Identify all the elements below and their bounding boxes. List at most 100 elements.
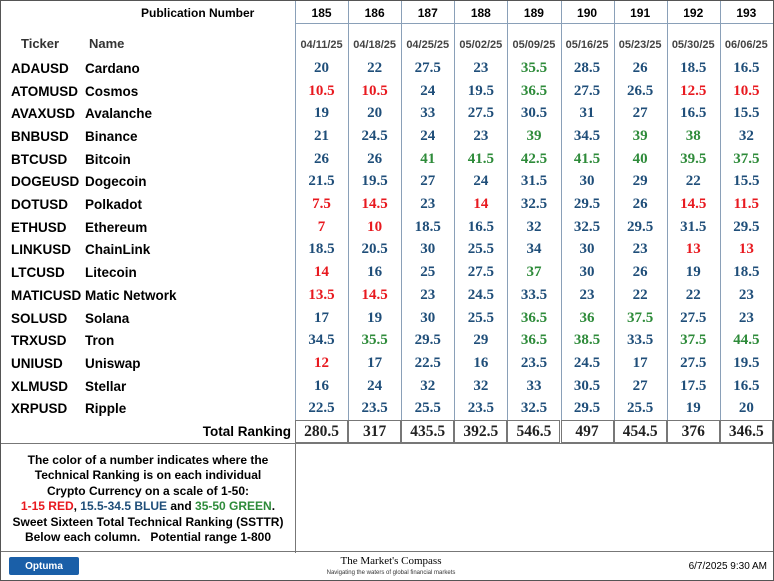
ticker: BNBUSD [11, 128, 69, 144]
total-value: 346.5 [719, 420, 773, 443]
ranking-value: 10 [367, 218, 383, 235]
name: Polkadot [85, 197, 143, 213]
ranking-value: 14 [314, 264, 330, 281]
ranking-value: 24 [367, 377, 383, 394]
ticker: DOTUSD [11, 197, 68, 213]
ranking-value: 32.5 [573, 218, 601, 235]
ranking-value: 12.5 [680, 82, 707, 99]
ranking-value: 39 [526, 127, 542, 144]
ranking-value: 15.5 [733, 173, 760, 190]
ranking-value: 42.5 [520, 150, 548, 167]
ranking-value: 23 [420, 196, 436, 213]
footnote-text: Crypto Currency on a scale of 1-50: [46, 483, 250, 498]
ranking-value: 37.5 [680, 332, 707, 349]
ranking-value: 41 [420, 150, 436, 167]
ranking-value: 29 [632, 173, 648, 190]
ranking-value: 41.5 [573, 150, 601, 167]
date: 05/09/25 [512, 39, 556, 51]
ticker: XRPUSD [11, 401, 68, 417]
publication-number: 188 [470, 6, 491, 20]
footnote-text: The color of a number indicates where th… [27, 452, 269, 467]
date: 04/25/25 [406, 39, 450, 51]
ranking-value: 20.5 [361, 241, 388, 258]
ticker: ATOMUSD [11, 83, 78, 99]
ranking-value: 23 [473, 59, 489, 76]
ranking-value: 13 [685, 241, 701, 258]
ticker: TRXUSD [11, 333, 67, 349]
column-line [666, 1, 668, 421]
ranking-value: 25 [420, 264, 436, 281]
ticker-label: Ticker [21, 35, 60, 51]
ranking-value: 27 [632, 377, 648, 394]
footnote-line: Sweet Sixteen Total Technical Ranking (S… [13, 515, 284, 531]
ranking-value: 17 [367, 354, 383, 371]
publication-number: 186 [364, 6, 385, 20]
ranking-value: 24 [473, 173, 489, 190]
ranking-value: 23 [738, 286, 754, 303]
timestamp: 6/7/2025 9:30 AM [688, 560, 767, 572]
ranking-value: 23 [738, 309, 754, 326]
ranking-value: 12 [314, 354, 330, 371]
ranking-value: 16 [473, 354, 489, 371]
ranking-value: 10.5 [361, 82, 388, 99]
ranking-value: 22 [632, 286, 648, 303]
ranking-value: 24 [420, 127, 436, 144]
ranking-value: 32.5 [520, 400, 548, 417]
ranking-value: 33.5 [520, 286, 548, 303]
ranking-value: 19 [314, 105, 330, 122]
ranking-value: 34 [526, 241, 542, 258]
footnote-text: Technical Ranking is on each individual [34, 468, 262, 482]
ranking-value: 13 [738, 241, 754, 258]
name: Litecoin [85, 265, 137, 281]
column-line [454, 1, 456, 421]
ranking-value: 32 [473, 377, 489, 394]
ranking-value: 11.5 [733, 196, 760, 213]
ranking-value: 24.5 [573, 354, 601, 371]
ranking-value: 39 [632, 127, 648, 144]
ranking-value: 30 [579, 264, 595, 281]
name-label: Name [89, 35, 125, 51]
total-value: 546.5 [507, 420, 561, 443]
ranking-value: 23 [473, 127, 489, 144]
date: 04/18/25 [353, 39, 397, 51]
ranking-value: 19.5 [361, 173, 388, 190]
column-line [772, 1, 773, 421]
ticker: MATICUSD [11, 287, 82, 303]
ranking-value: 25.5 [467, 241, 494, 258]
ranking-value: 26 [632, 59, 648, 76]
ranking-value: 32.5 [520, 196, 548, 213]
ranking-value: 33 [420, 105, 436, 122]
ranking-value: 23.5 [520, 354, 548, 371]
ranking-value: 24.5 [361, 127, 388, 144]
ticker: UNIUSD [11, 355, 63, 371]
ranking-value: 24.5 [467, 286, 494, 303]
ranking-value: 33.5 [627, 332, 654, 349]
footnote-text: 1-15 RED [20, 499, 74, 513]
ranking-value: 34.5 [308, 332, 335, 349]
ticker: LTCUSD [11, 265, 65, 281]
name: Ripple [85, 401, 127, 417]
ranking-value: 36 [579, 309, 595, 326]
date: 06/06/25 [724, 39, 768, 51]
ranking-value: 16.5 [733, 59, 760, 76]
ranking-value: 30.5 [573, 377, 601, 394]
name: Bitcoin [85, 151, 131, 167]
total-value: 280.5 [295, 420, 349, 443]
ranking-value: 31 [579, 105, 595, 122]
logo: Optuma [9, 557, 79, 575]
ranking-value: 14.5 [680, 196, 707, 213]
publication-number: 192 [683, 6, 704, 20]
date: 05/16/25 [565, 39, 609, 51]
ranking-value: 30.5 [520, 105, 548, 122]
name: Cosmos [85, 83, 139, 99]
ranking-value: 33 [526, 377, 542, 394]
ranking-value: 25.5 [627, 400, 654, 417]
ranking-value: 26 [367, 150, 383, 167]
ranking-value: 36.5 [520, 332, 548, 349]
ranking-value: 29.5 [414, 332, 441, 349]
footnote-line: 1-15 RED, 15.5-34.5 BLUE and 35-50 GREEN… [21, 499, 275, 515]
ranking-value: 38.5 [573, 332, 601, 349]
footnote-line: Crypto Currency on a scale of 1-50: [47, 484, 249, 500]
footnote-text: 35-50 GREEN [195, 499, 272, 513]
ranking-value: 19 [367, 309, 383, 326]
